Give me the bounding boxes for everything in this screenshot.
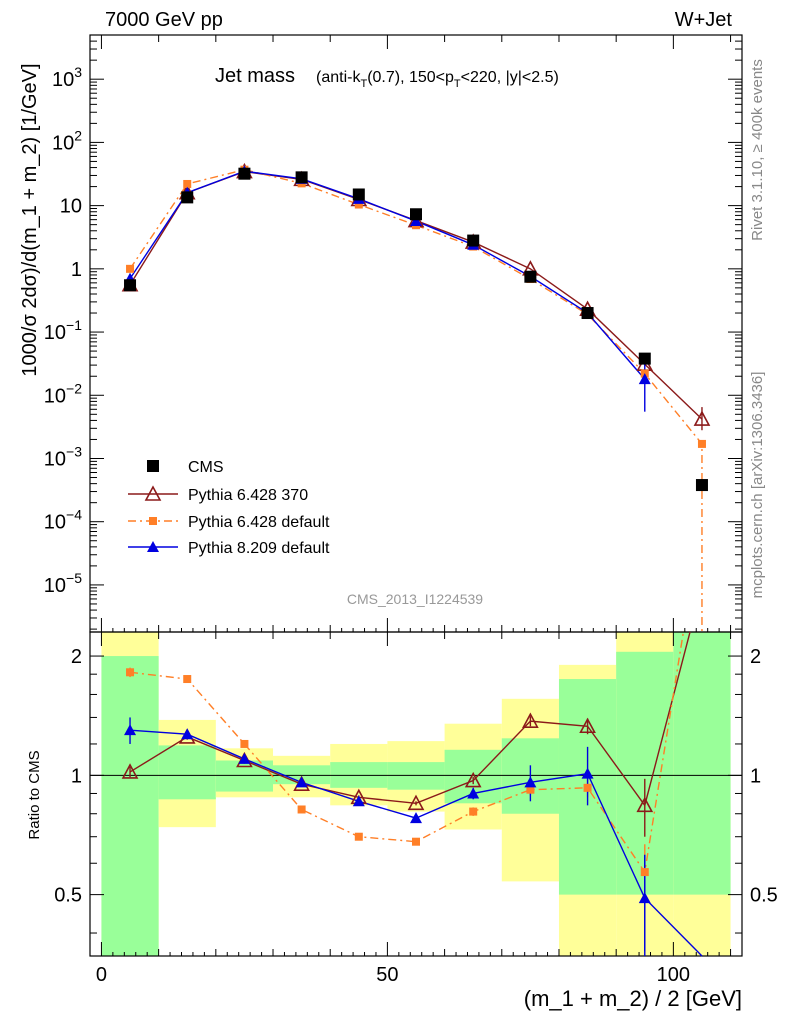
y-tick-label: 102 [52, 127, 82, 154]
ratio-point [464, 771, 482, 788]
header-right: W+Jet [675, 9, 733, 31]
data-point-cms [467, 234, 480, 247]
legend-label: Pythia 8.209 default [188, 540, 330, 557]
data-point-cms [581, 307, 594, 320]
data-point-cms [524, 270, 537, 283]
data-series [121, 162, 711, 957]
y-axis-label-ratio: Ratio to CMS [26, 750, 43, 839]
ratio-point [121, 763, 139, 779]
chart-subtitle: (anti-kT(0.7), 150<pT<220, |y|<2.5) [316, 69, 559, 90]
y-tick-label: 10−2 [44, 380, 82, 407]
ratio-point [124, 724, 137, 736]
ratio-point [410, 812, 422, 824]
y-tick-label: 1 [71, 259, 82, 281]
chart-text: 0 50 100 10−5 10−4 10−3 10−2 10−1 1 10 102 103 0.5 0.… [19, 59, 778, 1011]
data-point [693, 410, 711, 426]
ratio-y-tick-label-right: 1 [750, 765, 761, 787]
ratio-point [297, 805, 306, 814]
chart-title: Jet mass [215, 65, 295, 87]
rivet-label: Rivet 3.1.10, ≥ 400k events [749, 59, 766, 241]
data-point-cms [124, 279, 137, 292]
data-point-cms [181, 191, 194, 204]
series-line [129, 168, 703, 632]
green-band [158, 745, 216, 800]
ratio-point [238, 752, 251, 764]
green-band [673, 632, 731, 895]
green-band [215, 760, 274, 792]
ratio-point [638, 892, 651, 904]
ratio-point [636, 796, 654, 813]
data-point-cms [410, 208, 422, 221]
ratio-point [412, 837, 420, 846]
data-point [354, 200, 363, 209]
ratio-point [583, 783, 592, 792]
y-tick-label: 10−4 [44, 507, 82, 534]
ratio-y-tick-label-right: 2 [750, 646, 761, 668]
data-point-cms [352, 188, 365, 201]
data-point [126, 264, 135, 273]
ratio-y-tick-label: 0.5 [54, 885, 82, 907]
ratio-bands [101, 632, 731, 956]
x-tick-label: 50 [376, 964, 398, 986]
y-tick-label: 10−5 [44, 570, 82, 597]
ratio-point [181, 728, 194, 740]
legend-marker [149, 517, 157, 525]
legend-label: CMS [188, 459, 224, 476]
data-point-cms [238, 167, 251, 180]
legend-label: Pythia 6.428 default [188, 514, 330, 531]
legend-marker [144, 485, 162, 501]
ratio-point [240, 739, 249, 748]
ratio-point [522, 712, 539, 728]
ratio-line [129, 631, 685, 874]
header-left: 7000 GeV pp [105, 9, 223, 31]
ratio-point [526, 785, 535, 794]
x-tick-label: 100 [657, 964, 690, 986]
ratio-point [640, 868, 649, 877]
ratio-point [407, 794, 425, 811]
ratio-point [126, 668, 135, 677]
ratio-point [469, 807, 478, 816]
data-point-cms [638, 352, 651, 365]
green-band [273, 765, 331, 785]
legend-marker [147, 541, 159, 552]
y-tick-label: 10−3 [44, 443, 82, 470]
data-point [697, 439, 706, 448]
ratio-point [352, 795, 365, 807]
ratio-y-tick-label: 1 [71, 765, 82, 787]
ratio-frame [89, 631, 743, 957]
x-tick-label: 0 [96, 964, 107, 986]
ratio-point [183, 675, 192, 684]
watermark: CMS_2013_I1224539 [347, 591, 483, 607]
ratio-point [524, 776, 537, 788]
ratio-point [354, 832, 363, 841]
mcplots-label: mcplots.cern.ch [arXiv:1306.3436] [749, 372, 766, 599]
data-point-cms [695, 479, 708, 492]
green-band [101, 656, 159, 956]
data-point [183, 179, 192, 188]
legend-marker [147, 460, 159, 472]
y-tick-label: 10−1 [44, 317, 82, 344]
y-tick-label: 103 [52, 64, 82, 91]
ratio-y-tick-label: 2 [71, 646, 82, 668]
x-axis-label: (m_1 + m_2) / 2 [GeV] [524, 986, 742, 1011]
ratio-point [467, 787, 480, 799]
green-band [387, 762, 445, 790]
ratio-point [581, 767, 594, 779]
data-point-cms [295, 171, 308, 184]
data-point [638, 373, 651, 385]
data-point [410, 215, 422, 227]
legend-label: Pythia 6.428 370 [188, 487, 308, 504]
y-tick-label: 10 [60, 196, 82, 218]
series-line [129, 170, 646, 380]
ratio-y-tick-label-right: 0.5 [750, 885, 778, 907]
ratio-point [579, 717, 596, 734]
axes [89, 34, 743, 957]
y-axis-label-main: 1000/σ 2dσ)/d(m_1 + m_2) [1/GeV] [19, 63, 41, 376]
ratio-point [295, 776, 308, 788]
